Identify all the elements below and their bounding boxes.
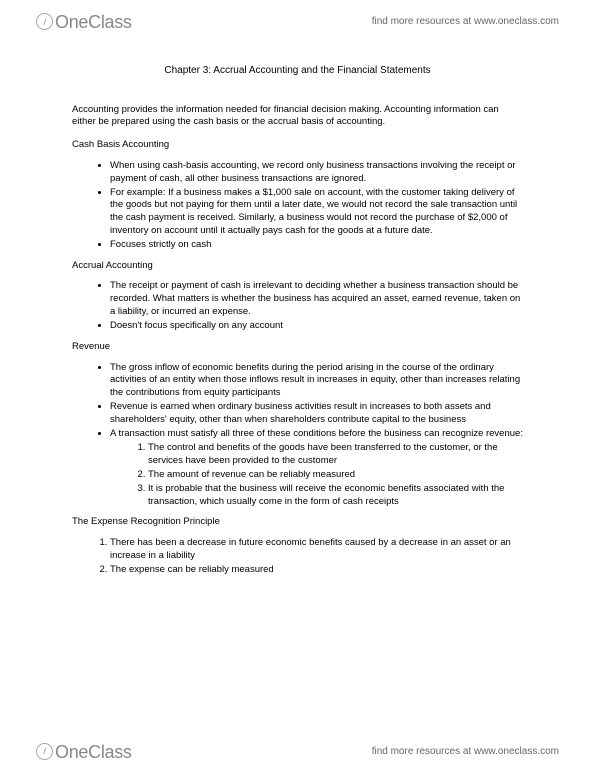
intro-paragraph: Accounting provides the information need… [72, 104, 523, 130]
list-item: Focuses strictly on cash [110, 239, 523, 252]
list-item: For example: If a business makes a $1,00… [110, 187, 523, 238]
list-item: It is probable that the business will re… [148, 483, 523, 509]
list-item-text: A transaction must satisfy all three of … [110, 428, 523, 439]
logo-part2: Class [88, 12, 132, 32]
logo-icon [36, 13, 53, 30]
brand-logo-footer: OneClass [36, 740, 132, 764]
logo-text: OneClass [55, 740, 132, 764]
list-item: The gross inflow of economic benefits du… [110, 362, 523, 400]
resources-link-top[interactable]: find more resources at www.oneclass.com [372, 15, 559, 29]
list-item: The control and benefits of the goods ha… [148, 442, 523, 468]
list-item: There has been a decrease in future econ… [110, 537, 523, 563]
logo-text: OneClass [55, 10, 132, 34]
list-item: Revenue is earned when ordinary business… [110, 401, 523, 427]
list-item: The receipt or payment of cash is irrele… [110, 280, 523, 318]
expense-list: There has been a decrease in future econ… [72, 537, 523, 576]
logo-part2: Class [88, 742, 132, 762]
logo-part1: One [55, 742, 88, 762]
list-item: A transaction must satisfy all three of … [110, 428, 523, 509]
brand-logo: OneClass [36, 10, 132, 34]
revenue-bullet-list: The gross inflow of economic benefits du… [72, 362, 523, 509]
list-item: The expense can be reliably measured [110, 564, 523, 577]
page-header: OneClass find more resources at www.onec… [0, 0, 595, 40]
page-footer: OneClass find more resources at www.onec… [0, 730, 595, 770]
list-item: The amount of revenue can be reliably me… [148, 469, 523, 482]
section-heading-cash: Cash Basis Accounting [72, 139, 523, 152]
list-item: Doesn't focus specifically on any accoun… [110, 320, 523, 333]
document-content: Chapter 3: Accrual Accounting and the Fi… [72, 64, 523, 720]
logo-part1: One [55, 12, 88, 32]
chapter-title: Chapter 3: Accrual Accounting and the Fi… [72, 64, 523, 78]
logo-icon [36, 743, 53, 760]
revenue-conditions-list: The control and benefits of the goods ha… [110, 442, 523, 508]
section-heading-revenue: Revenue [72, 341, 523, 354]
cash-bullet-list: When using cash-basis accounting, we rec… [72, 160, 523, 252]
resources-link-bottom[interactable]: find more resources at www.oneclass.com [372, 745, 559, 759]
section-heading-accrual: Accrual Accounting [72, 260, 523, 273]
accrual-bullet-list: The receipt or payment of cash is irrele… [72, 280, 523, 332]
list-item: When using cash-basis accounting, we rec… [110, 160, 523, 186]
section-heading-expense: The Expense Recognition Principle [72, 516, 523, 529]
